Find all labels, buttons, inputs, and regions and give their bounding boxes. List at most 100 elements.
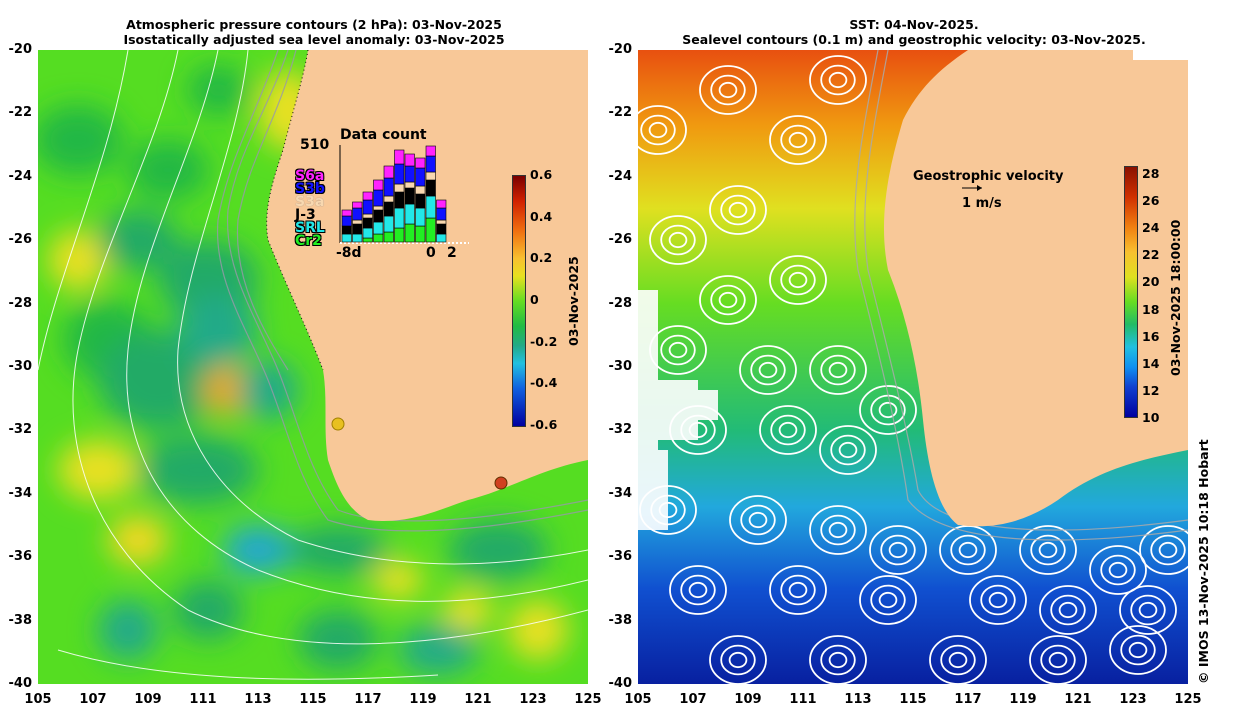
mission-label-cr2: Cr2	[295, 233, 322, 249]
eddy-contour	[820, 644, 856, 676]
eddy-contour	[758, 361, 778, 379]
eddy-contour	[1038, 541, 1058, 559]
data-count-x-zero: 0	[426, 245, 436, 261]
histogram-bar	[404, 223, 415, 243]
histogram-bar	[425, 217, 436, 243]
velocity-scale-label: 1 m/s	[962, 196, 1002, 211]
eddy-contour	[780, 124, 816, 156]
lat-tick-right: -24	[608, 168, 633, 184]
histogram-bar	[394, 183, 405, 193]
eddy-contour	[859, 385, 917, 435]
histogram-bar	[415, 185, 426, 195]
eddy-contour	[809, 635, 867, 684]
colorbar-tick: 10	[1142, 410, 1160, 425]
australia-land	[266, 50, 588, 521]
eddy-contour	[1048, 651, 1068, 669]
lon-tick-right: 105	[624, 692, 652, 707]
histogram-bar	[373, 179, 384, 191]
colorbar-tick: 18	[1142, 301, 1160, 317]
eddy-contour	[1119, 585, 1177, 635]
lat-tick-left: -30	[8, 359, 33, 374]
lat-tick-right: -34	[608, 485, 633, 501]
eddy-contour	[739, 345, 797, 395]
lat-tick-right: -36	[608, 549, 633, 565]
lat-tick-left: -40	[8, 676, 33, 691]
eddy-contour	[669, 405, 727, 455]
histogram-bar	[383, 165, 394, 179]
data-count-x-end: 2	[447, 245, 457, 261]
eddy-contour	[828, 651, 848, 669]
eddy-contour	[1040, 644, 1076, 676]
eddy-contour	[750, 354, 786, 386]
lat-tick-left: -26	[8, 232, 33, 248]
histogram-bar	[425, 145, 436, 157]
colorbar-tick: 26	[1142, 193, 1160, 209]
left-title-line1: Atmospheric pressure contours (2 hPa): 0…	[126, 17, 502, 32]
eddy-contour	[720, 194, 756, 226]
eddy-contour	[718, 291, 738, 309]
eddy-contour	[778, 421, 798, 439]
histogram-bar	[362, 237, 373, 243]
eddy-contour	[639, 485, 697, 535]
eddy-contour	[769, 565, 827, 615]
eddy-contour	[869, 525, 927, 575]
histogram-bar	[436, 219, 447, 225]
lon-tick-left: 123	[519, 692, 547, 707]
eddy-contour	[709, 185, 767, 235]
left-panel-title: Atmospheric pressure contours (2 hPa): 0…	[40, 17, 588, 47]
histogram-bar	[362, 191, 373, 201]
velocity-legend-title: Geostrophic velocity	[913, 169, 1064, 184]
eddy-contour	[940, 644, 976, 676]
histogram-bar	[425, 155, 436, 173]
eddy-contour	[729, 495, 787, 545]
eddy-contour	[1019, 525, 1077, 575]
colorbar-tick: 24	[1142, 220, 1160, 236]
eddy-contour	[660, 334, 696, 366]
histogram-bar	[415, 193, 426, 209]
eddy-contour	[809, 55, 867, 105]
eddy-contour	[1150, 534, 1186, 566]
lat-tick-right: -32	[608, 422, 633, 438]
lat-tick-left: -36	[8, 549, 33, 565]
eddy-contour	[668, 231, 688, 249]
right-title-line2: Sealevel contours (0.1 m) and geostrophi…	[682, 32, 1146, 47]
eddy-contour	[650, 494, 686, 526]
mission-label-s6a: S6a	[295, 168, 325, 184]
histogram-bar	[404, 187, 415, 205]
histogram-bar	[415, 225, 426, 243]
station-marker	[331, 417, 345, 431]
left-title-line2: Isostatically adjusted sea level anomaly…	[123, 32, 505, 47]
sst-bathymetry-contours	[854, 50, 1188, 541]
lat-tick-right: -30	[608, 359, 633, 374]
ssla-colorbar-label: 03-Nov-2025	[566, 256, 581, 346]
histogram-bar	[373, 205, 384, 211]
eddy-contour	[668, 341, 688, 359]
eddy-contour	[838, 441, 858, 459]
histogram-bar	[373, 209, 384, 223]
lon-tick-right: 123	[1119, 692, 1147, 707]
eddy-contour	[728, 201, 748, 219]
eddy-contour	[649, 215, 707, 265]
eddy-contour	[1050, 594, 1086, 626]
lon-tick-left: 113	[244, 692, 272, 707]
histogram-bar	[352, 219, 363, 225]
eddy-contour	[1139, 525, 1188, 575]
mission-label-s3b: S3b	[295, 181, 325, 197]
histogram-bar	[394, 163, 405, 185]
histogram-bar	[415, 157, 426, 169]
mission-label-s3a: S3a	[295, 194, 325, 210]
eddy-contour	[1100, 554, 1136, 586]
colorbar-tick: 20	[1142, 274, 1160, 290]
histogram-bar	[352, 223, 363, 235]
eddy-contour	[728, 651, 748, 669]
colorbar-tick: 22	[1142, 247, 1160, 263]
eddy-contour	[1108, 561, 1128, 579]
eddy-contour	[759, 405, 817, 455]
lon-tick-left: 107	[79, 692, 107, 707]
lon-tick-right: 109	[734, 692, 762, 707]
histogram-bar	[352, 207, 363, 221]
eddy-contour	[950, 534, 986, 566]
eddy-contour	[680, 414, 716, 446]
lat-tick-right: -20	[608, 42, 633, 57]
histogram-bar	[383, 215, 394, 233]
